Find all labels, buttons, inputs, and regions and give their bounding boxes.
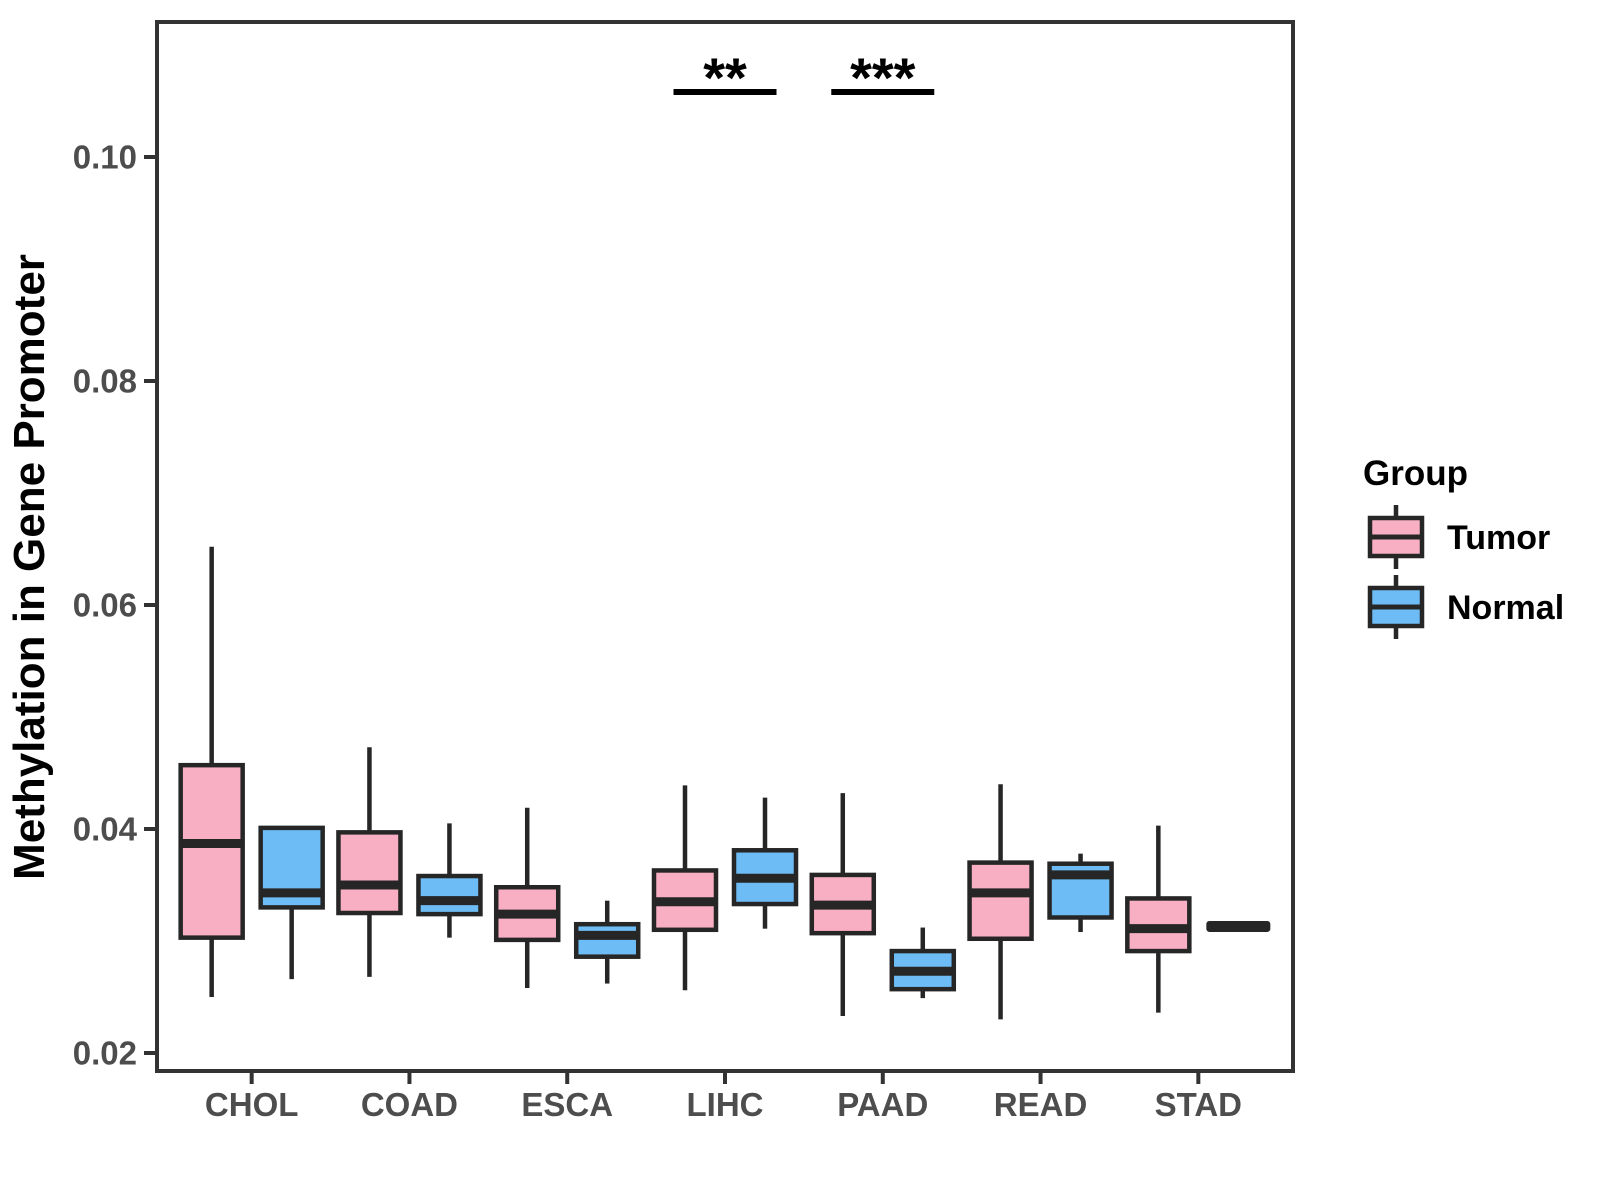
- box-CHOL-tumor: [178, 762, 245, 940]
- box-COAD-normal: [416, 873, 483, 917]
- x-axis-label-STAD: STAD: [1155, 1086, 1242, 1123]
- x-axis-label-LIHC: LIHC: [687, 1086, 764, 1123]
- y-tick-label-0.10: 0.10: [73, 139, 137, 176]
- y-tick-label-0.02: 0.02: [73, 1035, 137, 1072]
- x-axis-label-COAD: COAD: [361, 1086, 458, 1123]
- x-axis-label-READ: READ: [994, 1086, 1088, 1123]
- y-axis-title: Methylation in Gene Promoter: [5, 254, 54, 880]
- box-READ-tumor: [967, 860, 1034, 942]
- sig-label-PAAD: ***: [850, 46, 916, 109]
- sig-label-LIHC: **: [703, 46, 747, 109]
- legend-title: Group: [1363, 454, 1468, 493]
- legend: Group Tumor Normal: [1363, 454, 1564, 639]
- y-tick-label-0.08: 0.08: [73, 363, 137, 400]
- box-degenerate-STAD-normal: [1206, 920, 1271, 932]
- panel-border: [155, 20, 1295, 1073]
- x-axis-label-PAAD: PAAD: [837, 1086, 928, 1123]
- y-tick-label-0.06: 0.06: [73, 587, 137, 624]
- x-axis-label-CHOL: CHOL: [205, 1086, 299, 1123]
- legend-key-tumor: Tumor: [1367, 505, 1550, 569]
- box-COAD-tumor: [336, 830, 403, 916]
- y-tick-label-0.04: 0.04: [73, 811, 138, 848]
- legend-label-tumor: Tumor: [1447, 519, 1550, 557]
- box-ESCA-normal: [573, 921, 641, 959]
- legend-label-normal: Normal: [1447, 589, 1564, 627]
- x-axis-label-ESCA: ESCA: [521, 1086, 613, 1123]
- legend-key-normal: Normal: [1367, 575, 1564, 639]
